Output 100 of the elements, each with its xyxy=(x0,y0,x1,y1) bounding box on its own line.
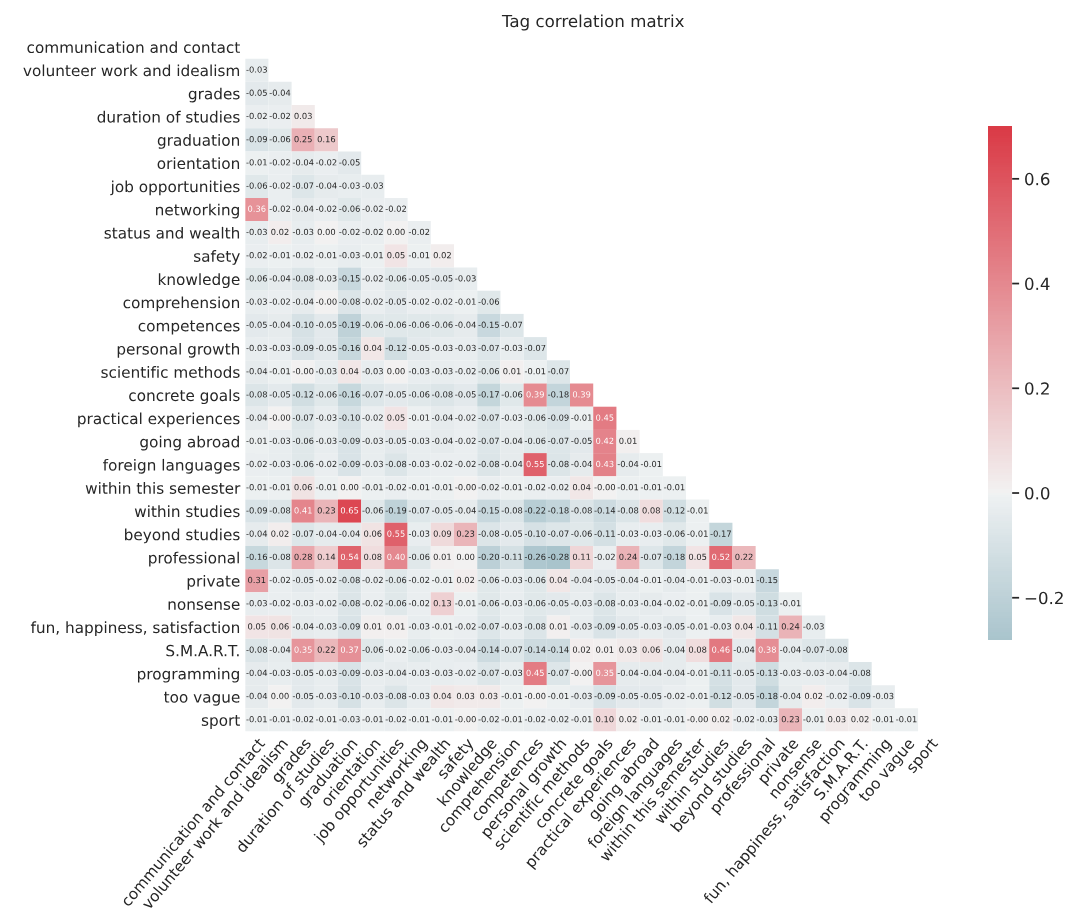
data-label: -0.02 xyxy=(455,623,476,630)
data-label: -0.26 xyxy=(524,553,546,560)
data-label: 0.55 xyxy=(387,530,405,537)
data-label: -0.02 xyxy=(408,576,430,584)
y-tick-label: duration of studies xyxy=(97,110,240,123)
data-label: -0.03 xyxy=(246,228,267,236)
y-tick-label: sport xyxy=(201,715,240,729)
data-label: -0.09 xyxy=(594,623,616,630)
y-tick-label: beyond studies xyxy=(125,528,240,544)
y-tick-label: personal growth xyxy=(117,342,240,358)
data-label: 0.23 xyxy=(456,530,475,537)
data-label: -0.14 xyxy=(524,646,546,653)
color-bar-label: 0.6 xyxy=(1025,172,1050,186)
data-label: -0.04 xyxy=(455,507,476,514)
data-label: -0.00 xyxy=(687,716,708,723)
data-label: -0.09 xyxy=(292,344,314,352)
data-label: -0.03 xyxy=(316,368,337,375)
data-label: -0.01 xyxy=(687,530,708,537)
data-label: -0.06 xyxy=(524,437,546,444)
data-label: 0.41 xyxy=(294,507,312,514)
data-label: -0.03 xyxy=(408,692,430,700)
data-label: -0.17 xyxy=(478,391,499,398)
data-label: 0.04 xyxy=(364,344,382,352)
data-label: 0.25 xyxy=(294,135,312,143)
data-label: -0.06 xyxy=(478,576,500,584)
data-label: -0.01 xyxy=(269,716,290,723)
data-label: -0.01 xyxy=(362,252,383,259)
data-label: -0.06 xyxy=(385,321,407,328)
data-label: -0.03 xyxy=(362,182,383,189)
data-label: -0.03 xyxy=(408,669,430,676)
data-label: -0.04 xyxy=(292,159,314,166)
data-label: -0.08 xyxy=(339,298,360,305)
data-label: -0.18 xyxy=(548,391,569,398)
data-label: 0.06 xyxy=(642,646,660,653)
data-label: -0.02 xyxy=(455,460,476,468)
data-label: -0.03 xyxy=(617,530,639,537)
data-label: -0.03 xyxy=(617,600,639,607)
data-label: -0.05 xyxy=(408,275,430,282)
data-label: -0.22 xyxy=(524,507,546,514)
data-label: -0.05 xyxy=(246,89,267,96)
data-label: -0.04 xyxy=(501,460,523,468)
data-label: 0.05 xyxy=(688,553,707,560)
data-label: -0.05 xyxy=(246,321,267,328)
y-tick-label: scientific methods xyxy=(101,366,240,378)
data-label: -0.01 xyxy=(432,716,453,723)
data-label: 0.02 xyxy=(619,716,637,723)
data-label: -0.06 xyxy=(501,391,523,398)
data-label: -0.06 xyxy=(524,600,546,607)
data-label: -0.02 xyxy=(362,228,383,236)
data-label: -0.04 xyxy=(455,646,476,653)
data-label: -0.06 xyxy=(246,182,268,189)
data-label: 0.03 xyxy=(619,646,637,653)
data-label: -0.08 xyxy=(478,530,500,537)
data-label: -0.04 xyxy=(246,414,268,421)
data-label: -0.02 xyxy=(316,205,337,212)
data-label: -0.04 xyxy=(432,437,453,444)
data-label: 0.00 xyxy=(456,553,475,560)
data-label: -0.02 xyxy=(362,576,383,584)
y-tick-label: too vague xyxy=(164,691,240,706)
data-label: -0.09 xyxy=(849,692,871,700)
data-label: -0.11 xyxy=(756,623,778,630)
data-label: -0.03 xyxy=(640,623,662,630)
data-label: -0.07 xyxy=(548,437,569,444)
y-tick-label: programming xyxy=(137,667,239,683)
y-tick-label: foreign languages xyxy=(103,458,240,474)
data-label: -0.11 xyxy=(594,530,615,537)
y-tick-label: concrete goals xyxy=(129,389,240,405)
data-label: -0.01 xyxy=(687,669,708,676)
data-label: -0.01 xyxy=(617,484,639,491)
data-label: -0.02 xyxy=(432,298,453,305)
data-label: -0.00 xyxy=(455,716,476,723)
y-tick-label: going abroad xyxy=(140,435,239,451)
data-label: -0.03 xyxy=(362,460,383,468)
data-label: -0.02 xyxy=(269,159,290,166)
data-label: -0.02 xyxy=(664,600,685,607)
data-label: -0.04 xyxy=(501,437,523,444)
data-label: 0.00 xyxy=(387,228,405,236)
data-label: -0.05 xyxy=(408,344,430,352)
data-label: -0.05 xyxy=(316,321,337,328)
data-label: -0.08 xyxy=(524,623,546,630)
data-label: 0.35 xyxy=(596,669,614,676)
data-label: -0.15 xyxy=(478,507,499,514)
data-label: -0.03 xyxy=(246,344,267,352)
data-label: -0.02 xyxy=(269,205,290,212)
data-label: -0.01 xyxy=(687,692,708,700)
data-label: -0.01 xyxy=(408,484,430,491)
data-label: -0.06 xyxy=(316,391,337,398)
data-label: -0.16 xyxy=(246,553,268,560)
data-label: -0.06 xyxy=(408,391,430,398)
data-label: -0.03 xyxy=(710,576,731,584)
data-label: -0.02 xyxy=(246,460,267,468)
data-label: -0.01 xyxy=(501,692,523,700)
data-label: -0.07 xyxy=(548,368,569,375)
data-label: -0.09 xyxy=(339,460,360,468)
data-label: -0.08 xyxy=(339,600,360,607)
data-label: -0.09 xyxy=(710,600,732,607)
y-tick-label: job opportunities xyxy=(110,180,240,196)
y-tick-label: fun, happiness, satisfaction xyxy=(30,621,240,637)
data-label: -0.03 xyxy=(292,600,314,607)
data-label: -0.06 xyxy=(385,600,407,607)
